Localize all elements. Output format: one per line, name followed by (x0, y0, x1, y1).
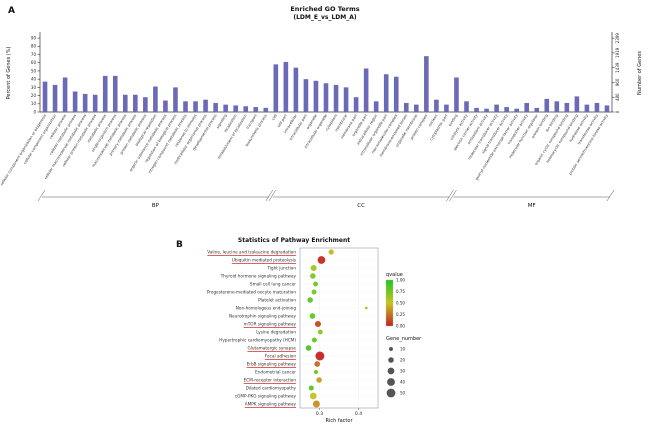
svg-text:CC: CC (357, 203, 365, 209)
svg-text:10: 10 (31, 101, 37, 106)
svg-text:cellular component organizatio: cellular component organization or bioge… (0, 114, 47, 187)
svg-text:Small cell lung cancer: Small cell lung cancer (250, 281, 296, 286)
svg-text:20: 20 (31, 93, 37, 98)
svg-text:40: 40 (400, 380, 406, 385)
svg-text:0.00: 0.00 (396, 324, 405, 329)
svg-text:Platelet activation: Platelet activation (258, 297, 296, 302)
svg-text:Number of Genes: Number of Genes (637, 51, 643, 95)
svg-text:2399: 2399 (615, 33, 620, 44)
svg-text:Neurotrophin signaling pathway: Neurotrophin signaling pathway (229, 313, 297, 318)
svg-text:10: 10 (400, 347, 406, 352)
panel-a-label: A (8, 6, 15, 16)
svg-text:480: 480 (615, 93, 620, 101)
svg-text:960: 960 (615, 78, 620, 86)
svg-text:mTOR signaling pathway: mTOR signaling pathway (244, 321, 297, 326)
svg-text:cGMP-PKG signaling pathway: cGMP-PKG signaling pathway (235, 393, 297, 398)
svg-text:30: 30 (31, 85, 37, 90)
svg-text:MF: MF (528, 203, 536, 209)
svg-text:cell: cell (271, 114, 278, 121)
svg-text:qvalue: qvalue (386, 272, 403, 278)
svg-text:Percent of Genes (%): Percent of Genes (%) (6, 47, 12, 100)
svg-text:Rich factor: Rich factor (325, 418, 353, 424)
svg-text:40: 40 (31, 77, 37, 82)
svg-text:0: 0 (615, 110, 620, 113)
svg-text:0.25: 0.25 (396, 312, 405, 317)
svg-text:0.75: 0.75 (396, 289, 405, 294)
svg-text:80: 80 (31, 44, 37, 49)
svg-text:Endometrial cancer: Endometrial cancer (255, 369, 296, 374)
svg-text:binding: binding (448, 114, 458, 127)
svg-text:Progesterone-mediated oocyte m: Progesterone-mediated oocyte maturation (207, 289, 297, 294)
svg-text:50: 50 (31, 68, 37, 73)
svg-text:Tight junction: Tight junction (266, 265, 296, 270)
svg-text:Hypertrophic cardiomyopathy (H: Hypertrophic cardiomyopathy (HCM) (219, 337, 296, 342)
svg-text:signaling: signaling (216, 114, 228, 130)
svg-text:Ubiquitin mediated proteolysis: Ubiquitin mediated proteolysis (232, 257, 296, 262)
svg-text:(LDM_E_vs_LDM_A): (LDM_E_vs_LDM_A) (293, 14, 357, 21)
svg-text:cell part: cell part (277, 113, 288, 128)
svg-text:30: 30 (400, 369, 406, 374)
svg-text:1.00: 1.00 (396, 278, 405, 283)
svg-text:90: 90 (31, 36, 37, 41)
svg-text:ErbB signaling pathway: ErbB signaling pathway (247, 361, 297, 366)
svg-text:BP: BP (152, 203, 160, 209)
svg-text:50: 50 (400, 391, 406, 396)
svg-text:Non-homologous end-joining: Non-homologous end-joining (236, 305, 297, 310)
svg-text:Gene_number: Gene_number (386, 336, 422, 342)
svg-text:ECM-receptor interaction: ECM-receptor interaction (244, 377, 297, 382)
go-terms-bar-chart: Enriched GO Terms(LDM_E_vs_LDM_A) 0 10 20 30… (0, 5, 643, 209)
svg-text:60: 60 (31, 60, 37, 65)
svg-text:Lysine degradation: Lysine degradation (256, 329, 296, 334)
svg-text:70: 70 (31, 52, 37, 57)
svg-text:AMPK signaling pathway: AMPK signaling pathway (245, 401, 297, 406)
svg-text:Valine, leucine and isoleucine: Valine, leucine and isoleucine degradati… (207, 249, 296, 254)
svg-text:0.50: 0.50 (396, 301, 405, 306)
svg-text:Glutamatergic synapse: Glutamatergic synapse (247, 345, 296, 350)
svg-text:Dilated cardiomyopathy: Dilated cardiomyopathy (246, 385, 297, 390)
svg-text:Focal adhesion: Focal adhesion (265, 353, 297, 358)
panel-b-label: B (176, 240, 183, 250)
svg-text:Enriched GO Terms: Enriched GO Terms (290, 5, 359, 13)
svg-text:1919: 1919 (615, 47, 620, 58)
svg-text:Thyroid hormone signaling path: Thyroid hormone signaling pathway (220, 273, 297, 278)
pathway-enrichment-dot-plot: Statistics of Pathway Enrichment 0.3 0.4Ri… (207, 237, 422, 424)
svg-text:0.4: 0.4 (355, 411, 362, 417)
svg-text:nucleus: nucleus (428, 114, 439, 128)
svg-text:20: 20 (400, 358, 406, 363)
svg-text:1439: 1439 (615, 62, 620, 73)
svg-text:Statistics of Pathway Enrichme: Statistics of Pathway Enrichment (238, 237, 350, 244)
svg-text:0.3: 0.3 (316, 411, 323, 417)
svg-text:0: 0 (33, 109, 36, 114)
